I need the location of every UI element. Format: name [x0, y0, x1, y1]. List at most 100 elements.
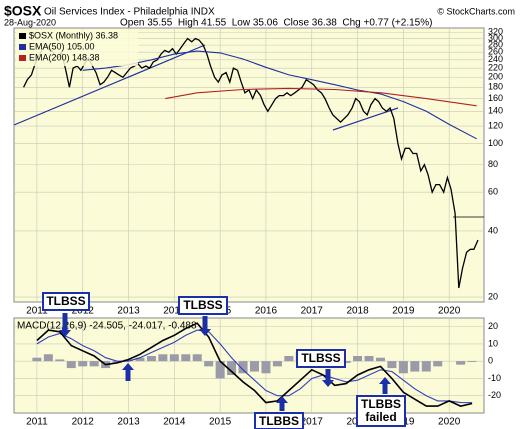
ema-line: [165, 87, 477, 107]
histogram-bar: [261, 361, 271, 374]
histogram-bar: [146, 356, 156, 362]
legend-swatch: [19, 55, 26, 61]
y-tick-label: 0: [488, 356, 493, 366]
index-name: Oil Services Index - Philadelphia INDX: [44, 7, 215, 18]
x-tick-label: 2012: [72, 306, 95, 317]
macd-line: [36, 322, 473, 407]
histogram-bar: [249, 361, 259, 372]
y-tick-label: 140: [488, 106, 503, 116]
x-tick-label: 2013: [117, 306, 140, 317]
y-tick-label: 10: [488, 338, 498, 348]
x-tick-label: 2020: [438, 306, 461, 317]
histogram-bar: [169, 354, 179, 362]
date: 28-Aug-2020: [4, 17, 56, 27]
histogram-bar: [375, 357, 385, 362]
legend-label: EMA(200) 148.38: [29, 52, 100, 62]
histogram-bar: [135, 357, 145, 362]
histogram-bar: [353, 356, 363, 362]
trendline: [13, 44, 206, 126]
histogram-bar: [341, 361, 351, 363]
x-tick-label: 2016: [255, 306, 278, 317]
x-tick-label: 2017: [301, 306, 324, 317]
legend-label: EMA(50) 105.00: [29, 41, 95, 51]
arrow: [276, 396, 288, 411]
histogram-bar: [227, 361, 237, 375]
histogram-bar: [181, 354, 191, 362]
histogram-bar: [192, 354, 202, 362]
histogram-bar: [66, 361, 76, 369]
y-tick-label: 240: [488, 54, 503, 64]
y-tick-label: 20: [488, 291, 498, 301]
x-tick-label: 2014: [163, 306, 186, 317]
histogram-bar: [410, 361, 420, 372]
histogram-bar: [433, 361, 443, 367]
arrow: [379, 377, 391, 394]
macd-legend: MACD(12,26,9) -24.505, -24.017, -0.488: [17, 321, 197, 332]
y-tick-label: 200: [488, 72, 503, 82]
y-tick-label: 220: [488, 63, 503, 73]
y-tick-label: 300: [488, 33, 503, 43]
y-tick-label: 320: [488, 27, 503, 37]
arrow: [322, 369, 334, 387]
histogram-bar: [204, 361, 214, 367]
y-tick-label: 120: [488, 120, 503, 130]
x-tick-label: 2013: [117, 417, 140, 428]
signal-line: [36, 329, 473, 404]
symbol: $OSX: [4, 3, 42, 19]
histogram-bar: [158, 354, 168, 362]
histogram-bar: [43, 354, 53, 362]
arrow: [122, 363, 134, 381]
trendline: [332, 107, 399, 131]
arrow: [199, 316, 211, 336]
histogram-bar: [215, 361, 225, 379]
x-tick-label: 2015: [209, 417, 232, 428]
annotation: TLBSS: [296, 349, 346, 368]
legend-label: $OSX (Monthly) 36.38: [29, 30, 118, 40]
y-tick-label: -10: [488, 373, 501, 383]
y-tick-label: 40: [488, 225, 498, 235]
histogram-bar: [398, 361, 408, 374]
y-tick-label: -20: [488, 390, 501, 400]
y-tick-label: 180: [488, 82, 503, 92]
histogram-bar: [112, 361, 122, 363]
histogram-bar: [272, 361, 282, 367]
annotation: TLBSS: [42, 292, 90, 311]
quote: Open 35.55 High 41.55 Low 35.06 Close 36…: [120, 18, 432, 29]
x-tick-label: 2017: [301, 417, 324, 428]
price-line: [23, 37, 479, 289]
x-tick-label: 2018: [346, 306, 369, 317]
copyright: © StockCharts.com: [437, 6, 515, 16]
histogram-bar: [284, 356, 294, 362]
histogram-bar: [421, 361, 431, 372]
x-tick-label: 2014: [163, 417, 186, 428]
histogram-bar: [89, 361, 99, 367]
legend-swatch: [19, 33, 26, 39]
histogram-bar: [78, 361, 88, 367]
annotation: TLBBS: [254, 412, 304, 429]
histogram-bar: [456, 361, 466, 365]
histogram-bar: [55, 359, 65, 362]
histogram-bar: [238, 361, 248, 374]
annotation: TLBBS failed: [356, 395, 406, 427]
y-tick-label: 80: [488, 159, 498, 169]
y-tick-label: 20: [488, 321, 498, 331]
ema-line: [82, 50, 477, 140]
x-tick-label: 2019: [392, 306, 415, 317]
x-tick-label: 2020: [438, 417, 461, 428]
annotation: TLBSS: [178, 296, 228, 315]
y-tick-label: 260: [488, 47, 503, 57]
x-tick-label: 2011: [26, 417, 48, 428]
y-tick-label: 280: [488, 39, 503, 49]
histogram-bar: [387, 361, 397, 369]
arrow: [59, 313, 71, 337]
histogram-bar: [32, 357, 42, 362]
y-tick-label: 100: [488, 138, 503, 148]
legend-box: [16, 30, 138, 66]
histogram-bar: [364, 356, 374, 362]
histogram-bar: [467, 361, 477, 363]
y-tick-label: 160: [488, 93, 503, 103]
legend-swatch: [19, 44, 26, 50]
y-tick-label: 60: [488, 187, 498, 197]
